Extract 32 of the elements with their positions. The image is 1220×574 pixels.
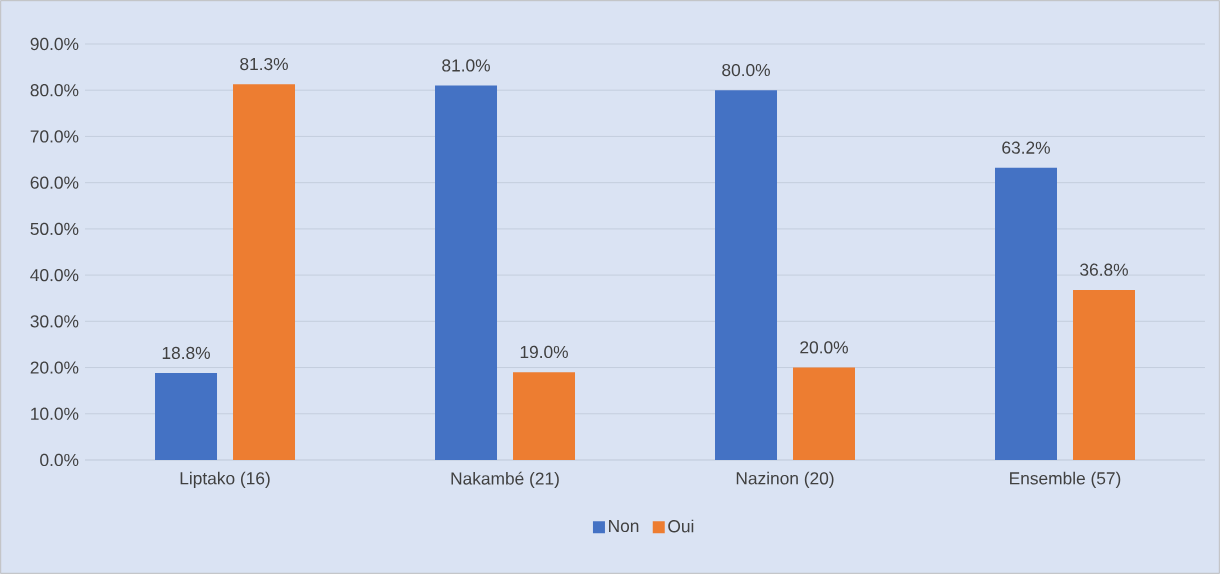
y-tick-label: 50.0% (30, 222, 79, 236)
bar (793, 367, 855, 460)
y-tick-label: 0.0% (40, 453, 79, 467)
data-label: 63.2% (1002, 141, 1050, 154)
data-label: 18.8% (162, 346, 210, 360)
y-tick-label: 80.0% (30, 84, 79, 97)
y-tick-label: 40.0% (30, 268, 79, 282)
data-label: 81.3% (240, 57, 288, 71)
y-tick-label: 60.0% (30, 176, 79, 189)
bar (995, 167, 1057, 460)
y-tick-label: 20.0% (30, 361, 79, 374)
legend-label: Oui (668, 519, 694, 533)
bar (513, 372, 575, 460)
data-label: 20.0% (800, 341, 848, 354)
legend-label: Non (609, 519, 639, 533)
bar (715, 90, 777, 460)
x-tick-label: Ensemble (57) (1010, 471, 1121, 488)
data-label: 19.0% (520, 345, 568, 359)
x-tick-label: Nakambé (21) (451, 471, 559, 489)
bar (155, 373, 218, 460)
y-tick-label: 10.0% (31, 407, 79, 420)
bar (233, 84, 296, 460)
y-tick-label: 90.0% (30, 37, 79, 51)
x-tick-label: Liptako (16) (180, 471, 270, 488)
data-label: 80.0% (722, 63, 770, 77)
data-label: 81.0% (442, 59, 490, 72)
y-tick-label: 70.0% (30, 130, 79, 143)
data-label: 36.8% (1080, 263, 1128, 276)
bar (1073, 289, 1135, 460)
x-tick-label: Nazinon (20) (736, 471, 834, 488)
bar (435, 85, 498, 460)
y-tick-label: 30.0% (30, 315, 79, 328)
